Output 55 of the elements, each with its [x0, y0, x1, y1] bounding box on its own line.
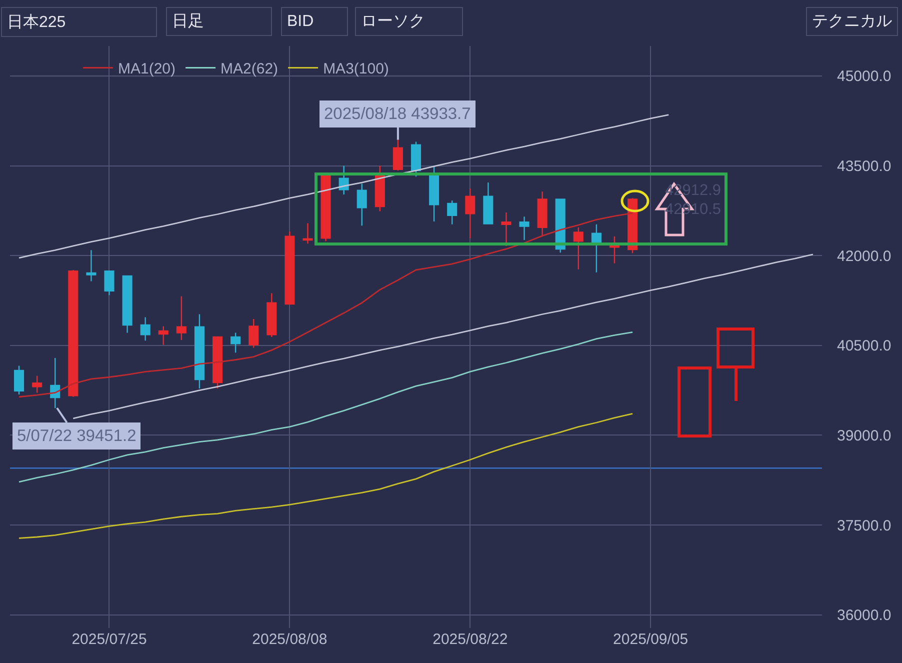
candlestick [555, 198, 566, 254]
chart-title: 日本225 [7, 13, 66, 31]
candlestick [320, 172, 331, 242]
text: 日足 [172, 13, 204, 30]
candlestick [176, 296, 186, 341]
y-tick-label: 42000.0 [837, 248, 892, 265]
x-tick-label: 2025/08/08 [252, 631, 328, 648]
y-tick-label: 45000.0 [837, 68, 892, 86]
line-series [72, 254, 814, 420]
candlestick [356, 183, 367, 226]
text: テクニカル [812, 13, 892, 30]
y-tick-label: 36000.0 [837, 607, 892, 624]
annotation: 5/07/22 39451.2 [17, 427, 136, 445]
candlestick [14, 365, 24, 396]
candlestick [266, 292, 277, 338]
candlestick [50, 357, 60, 409]
candlestick [429, 166, 440, 222]
candlestick [140, 316, 150, 342]
candlestick [573, 226, 584, 270]
line-series [18, 412, 634, 539]
candlestick [284, 231, 295, 306]
line-series [18, 332, 634, 483]
legend-label: MA1(20) [118, 60, 176, 78]
candlestick [591, 224, 602, 273]
y-tick-label: 43500.0 [837, 158, 892, 175]
text: BID [287, 13, 314, 30]
annotation: 2025/08/18 43933.7 [324, 105, 471, 123]
candlestick [158, 326, 168, 346]
x-tick-label: 2025/07/25 [72, 631, 147, 648]
candlestick [483, 182, 494, 226]
candlestick [302, 222, 313, 244]
candlestick [410, 141, 422, 178]
candlestick [230, 332, 241, 354]
candlestick [86, 250, 96, 282]
y-tick-label: 40500.0 [837, 338, 892, 355]
candlestick [501, 212, 512, 247]
text: ローソク [361, 13, 425, 30]
candlestick [537, 190, 548, 238]
candlestick [32, 375, 42, 394]
legend-label: MA2(62) [220, 60, 278, 78]
candlestick [104, 270, 114, 296]
candlestick [68, 269, 78, 398]
y-tick-label: 37500.0 [837, 517, 892, 534]
candlestick [447, 200, 458, 226]
x-tick-label: 2025/09/05 [613, 631, 688, 648]
candlestick [519, 216, 530, 241]
x-tick-label: 2025/08/22 [432, 631, 508, 648]
candlestick [609, 236, 620, 264]
y-tick-label: 39000.0 [837, 427, 892, 444]
candlestick [465, 188, 476, 239]
candlestick [212, 336, 223, 390]
candlestick [122, 274, 132, 334]
legend-label: MA3(100) [323, 60, 389, 78]
candlestick [194, 314, 204, 390]
candlestick [248, 318, 259, 348]
